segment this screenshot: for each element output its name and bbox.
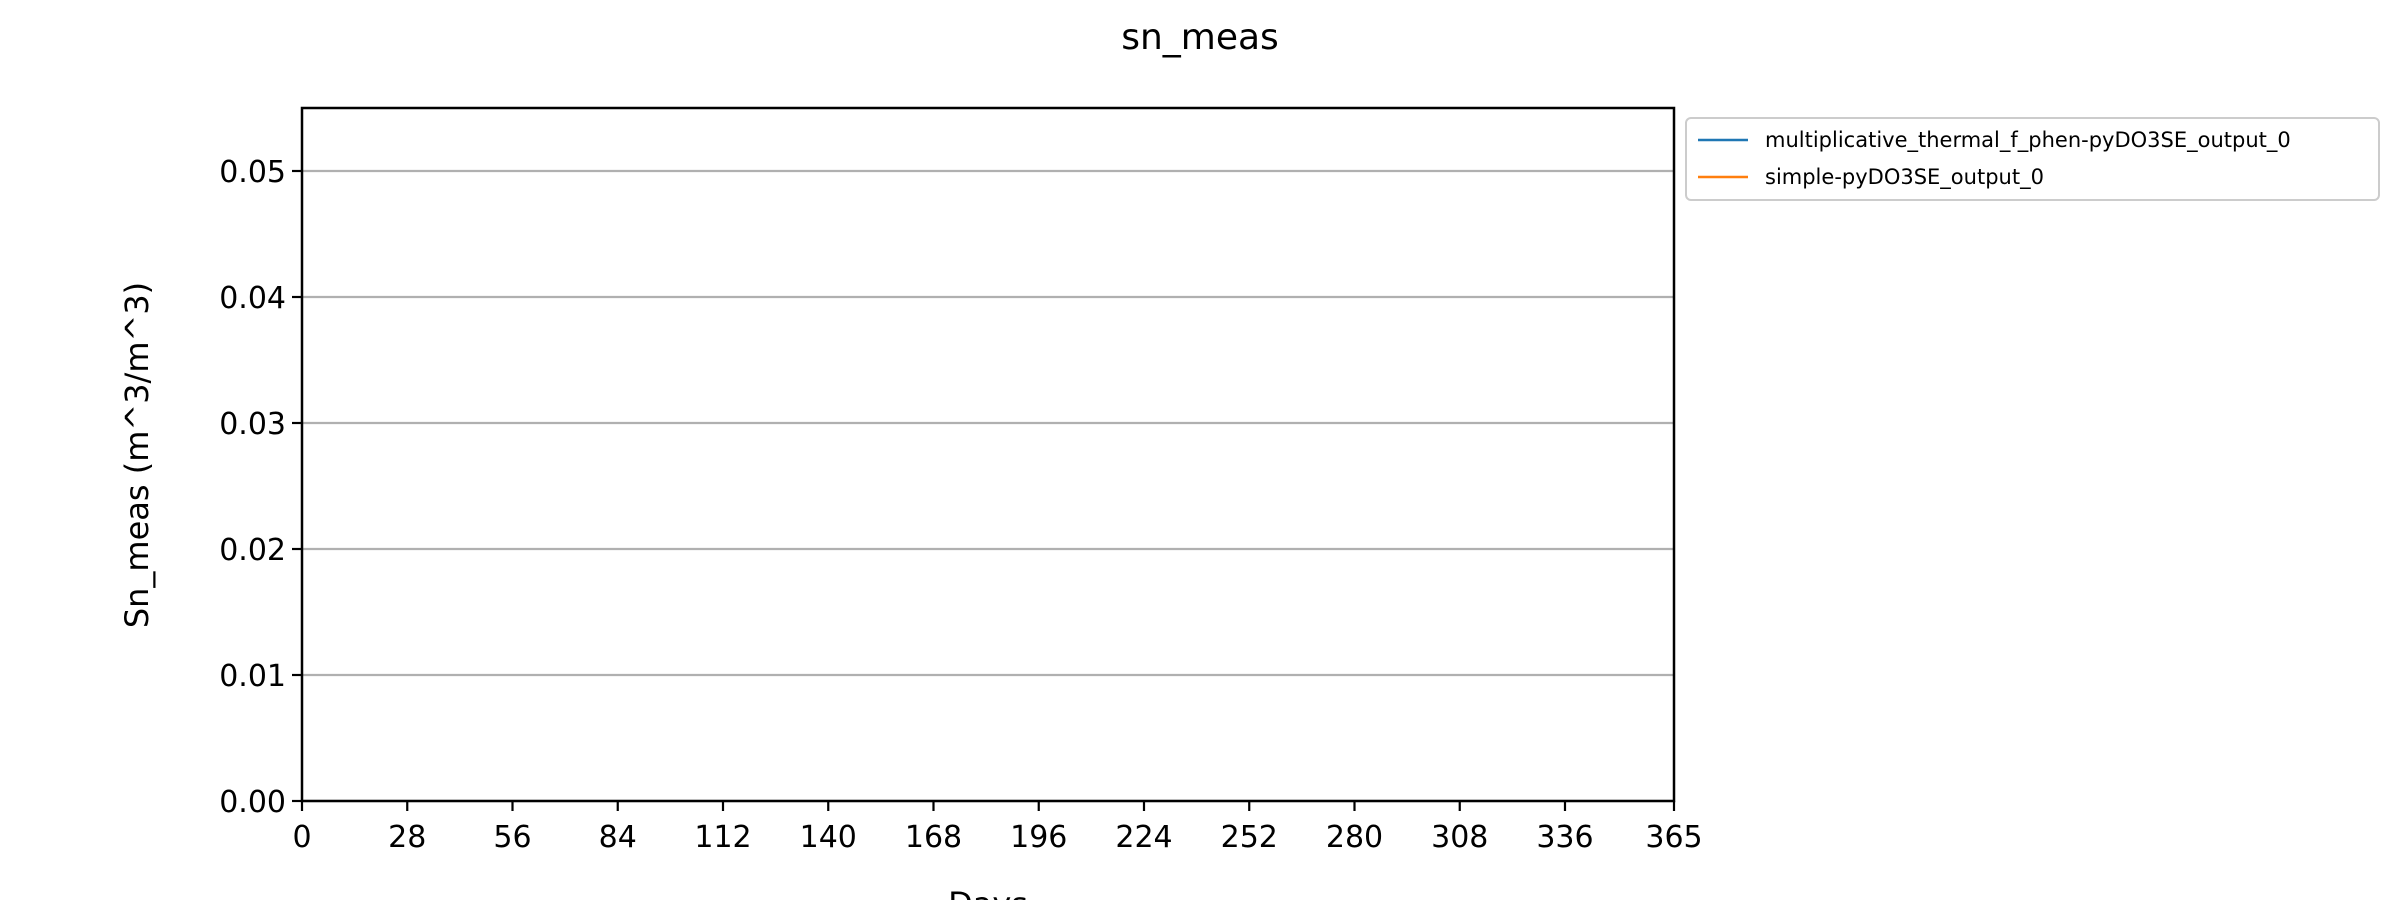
y-tick-label: 0.05	[219, 155, 286, 190]
x-tick-label: 84	[599, 820, 637, 855]
x-axis-label: Days	[948, 885, 1028, 900]
x-tick-label: 140	[800, 820, 857, 855]
x-tick-label: 112	[694, 820, 751, 855]
legend-label: multiplicative_thermal_f_phen-pyDO3SE_ou…	[1765, 128, 2291, 153]
x-tick-label: 0	[292, 820, 311, 855]
y-tick-label: 0.01	[219, 659, 286, 694]
legend: multiplicative_thermal_f_phen-pyDO3SE_ou…	[1685, 117, 2380, 201]
y-tick-label: 0.04	[219, 281, 286, 316]
legend-frame	[1685, 117, 2380, 201]
x-tick-label: 365	[1645, 820, 1702, 855]
y-tick-label: 0.00	[219, 785, 286, 820]
x-axis: 0 28 56 84 112 140 168 196 224 252 280 308 336 365	[292, 801, 1703, 855]
x-tick-label: 280	[1326, 820, 1383, 855]
x-tick-label: 28	[388, 820, 426, 855]
x-tick-label: 56	[493, 820, 531, 855]
y-tick-label: 0.02	[219, 533, 286, 568]
x-tick-label: 336	[1536, 820, 1593, 855]
chart-title: sn_meas	[1121, 17, 1279, 58]
x-tick-label: 224	[1115, 820, 1172, 855]
plot-area	[300, 106, 1676, 803]
grid	[302, 169, 1674, 803]
x-tick-label: 252	[1221, 820, 1278, 855]
y-axis: 0.00 0.01 0.02 0.03 0.04 0.05	[219, 155, 302, 820]
x-tick-label: 196	[1010, 820, 1067, 855]
y-tick-label: 0.03	[219, 407, 286, 442]
x-tick-label: 308	[1431, 820, 1488, 855]
legend-label: simple-pyDO3SE_output_0	[1765, 165, 2044, 190]
x-tick-label: 168	[905, 820, 962, 855]
y-axis-label: Sn_meas (m^3/m^3)	[118, 282, 156, 628]
